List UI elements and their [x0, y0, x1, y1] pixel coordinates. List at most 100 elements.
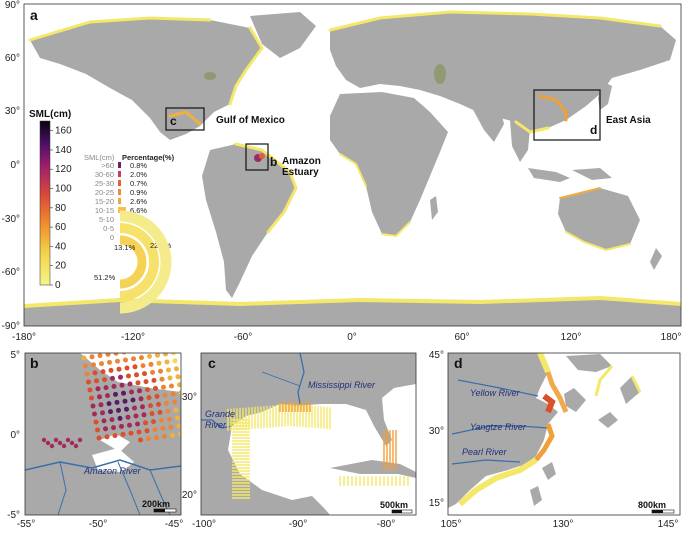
sml-point	[178, 390, 181, 396]
dist-class-label: 15-20	[95, 197, 114, 206]
sml-point	[132, 364, 138, 370]
sml-point	[100, 410, 105, 416]
sml-point	[149, 411, 155, 417]
dist-pct-label: 2.6%	[130, 197, 147, 206]
sml-point	[135, 380, 141, 386]
sml-point	[136, 429, 142, 435]
sml-point	[164, 400, 169, 406]
sml-point	[84, 371, 90, 377]
panel-d-letter: d	[454, 355, 463, 371]
sml-point	[154, 435, 159, 441]
sml-point	[126, 373, 131, 379]
sml-point	[100, 369, 106, 375]
sml-point	[142, 371, 147, 377]
panel-b-amazon-map: b Amazon River 200km 5° 0° -5° -55° -50°…	[7, 344, 183, 530]
sml-point	[167, 375, 173, 381]
lon-tick: 60°	[454, 332, 469, 343]
lon-tick: -55°	[17, 519, 35, 530]
sml-point	[148, 361, 154, 367]
sml-point	[116, 407, 121, 413]
sml-point	[127, 422, 132, 428]
river-label-yellow: Yellow River	[470, 388, 521, 398]
region-box-d	[533, 89, 601, 141]
lat-tick: 60°	[5, 53, 20, 64]
dist-class-label: 0	[110, 233, 114, 242]
sml-point	[144, 428, 150, 434]
sml-point	[130, 353, 134, 354]
sml-point	[175, 415, 180, 421]
sml-point	[151, 419, 156, 425]
sml-distribution-legend: SML(cm) Percentage(%) >60 0.8% 30-60 2.0% 25…	[84, 153, 175, 314]
lat-tick: 5°	[10, 350, 20, 361]
lat-tick: 45°	[429, 350, 444, 361]
river-label-grande: Grande	[205, 409, 235, 419]
dist-pct-label: 2.0%	[130, 170, 147, 179]
sml-point	[137, 388, 142, 394]
sml-point	[173, 407, 179, 413]
sml-point	[69, 440, 75, 446]
dist-pct-label: 0.8%	[130, 161, 147, 170]
colorbar-tick-label: 160	[55, 126, 72, 137]
sml-point	[129, 389, 134, 395]
sml-point	[107, 359, 112, 365]
dist-bar	[118, 171, 121, 177]
lon-tick: -120°	[121, 332, 145, 343]
sml-point	[111, 383, 117, 389]
sml-point	[162, 344, 167, 349]
sml-point	[111, 425, 116, 431]
sml-point	[91, 362, 96, 368]
lon-tick: -90°	[289, 519, 307, 530]
sml-point	[97, 394, 102, 400]
sml-point	[172, 399, 177, 405]
panel-b-letter: b	[30, 355, 39, 371]
sml-point	[163, 353, 168, 357]
sml-point	[140, 404, 145, 410]
panel-a-world-map: 90° 60° 30° 0° -30° -60° -90° -180° -120…	[2, 0, 682, 343]
sml-point	[93, 419, 99, 425]
lon-tick: -45°	[165, 519, 183, 530]
sml-point	[128, 430, 134, 436]
lat-tick: 0°	[10, 160, 20, 171]
sml-point	[146, 436, 151, 442]
dist-arc	[119, 223, 159, 301]
sml-point	[169, 383, 174, 389]
sml-point	[134, 372, 139, 378]
dist-pct-label: 0.9%	[130, 188, 147, 197]
sml-point	[140, 363, 146, 369]
region-label-amazon-line1: Amazon	[282, 156, 321, 167]
sml-point	[174, 366, 179, 372]
sml-point	[151, 377, 157, 383]
lon-tick: 180°	[661, 332, 682, 343]
sml-point	[65, 437, 71, 443]
sml-point	[139, 355, 144, 361]
lat-tick: -90°	[2, 321, 20, 332]
sml-point	[49, 443, 55, 449]
colorbar-tick-label: 100	[55, 184, 72, 195]
sml-point	[143, 420, 148, 426]
sml-point	[81, 355, 87, 361]
sml-point	[143, 379, 149, 385]
dist-bar	[118, 198, 122, 204]
sml-point	[156, 360, 162, 366]
dist-header-class: SML(cm)	[84, 153, 115, 162]
dist-pct-label: 0.7%	[130, 179, 147, 188]
sml-point	[141, 412, 147, 418]
sml-point	[152, 427, 158, 433]
river-label-grande-2: River	[205, 420, 227, 430]
sml-point	[90, 403, 96, 409]
panel-a-letter: a	[30, 7, 38, 23]
sml-point	[113, 391, 118, 397]
sml-point	[150, 369, 155, 375]
sml-point	[119, 382, 125, 388]
region-box-b	[245, 143, 269, 171]
lat-tick: 30°	[182, 392, 197, 403]
dist-class-label: 25-30	[95, 179, 114, 188]
dist-bar	[118, 180, 121, 186]
sml-point	[121, 390, 126, 396]
sml-point	[162, 433, 167, 439]
panel-a-lat-ticks: 90° 60° 30° 0° -30° -60° -90°	[2, 0, 20, 332]
sml-point	[95, 427, 100, 433]
sml-point	[112, 433, 118, 439]
sml-point	[158, 368, 163, 374]
sml-point	[167, 416, 172, 422]
